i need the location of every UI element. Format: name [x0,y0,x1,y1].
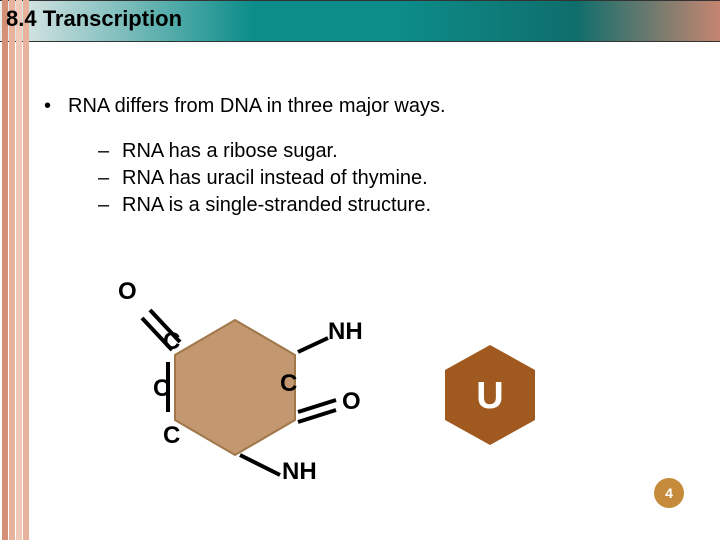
stripe-bar [2,0,8,540]
page-number: 4 [665,485,673,501]
atom-label-O: O [342,388,361,416]
atom-label-NH: NH [282,458,317,486]
atom-label-C: C [280,370,297,398]
sub-bullet: – RNA has a ribose sugar. [98,140,690,163]
bullet-dash: – [98,194,122,217]
content-area: • RNA differs from DNA in three major wa… [44,95,690,221]
sub-bullet-text: RNA has a ribose sugar. [122,140,338,163]
slide-title: 8.4 Transcription [6,6,182,32]
bullet-dot: • [44,95,68,118]
main-bullet: • RNA differs from DNA in three major wa… [44,95,690,118]
sub-bullet: – RNA is a single-stranded structure. [98,194,690,217]
stripe-bar [16,0,22,540]
stripe-bar [9,0,15,540]
atom-label-NH: NH [328,318,363,346]
left-accent-stripe [0,0,28,540]
sub-bullet: – RNA has uracil instead of thymine. [98,167,690,190]
sub-bullet-text: RNA is a single-stranded structure. [122,194,431,217]
sub-bullet-text: RNA has uracil instead of thymine. [122,167,428,190]
main-bullet-text: RNA differs from DNA in three major ways… [68,95,446,118]
atom-label-C: C [163,328,180,356]
atom-label-C: C [163,422,180,450]
page-number-badge: 4 [654,478,684,508]
atom-label-C: C [153,375,170,403]
stripe-bar [23,0,29,540]
atom-label-O: O [118,278,137,306]
sub-bullet-list: – RNA has a ribose sugar. – RNA has urac… [98,140,690,217]
bullet-dash: – [98,167,122,190]
molecule-diagram: U O C C C NH C O NH [120,260,600,500]
molecule-hexagon [175,320,295,455]
bullet-dash: – [98,140,122,163]
uracil-letter: U [476,375,503,417]
molecule-svg: U [120,260,600,500]
